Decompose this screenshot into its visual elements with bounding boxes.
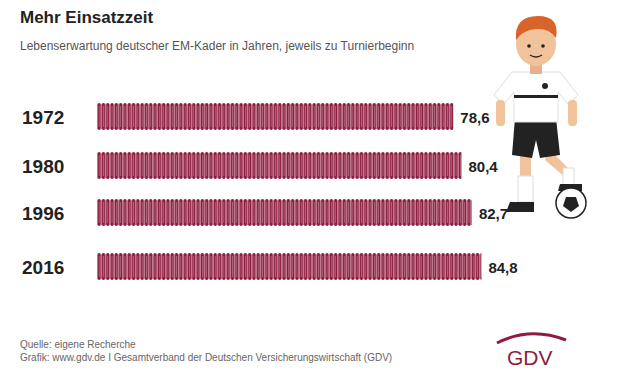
logo-arc xyxy=(497,334,566,343)
shoe xyxy=(506,202,534,212)
source: Quelle: eigene Recherche xyxy=(20,339,136,350)
data-label: 78,6 xyxy=(460,109,489,126)
logo: GDV xyxy=(507,346,553,369)
bar xyxy=(97,199,472,226)
crest xyxy=(542,83,548,89)
data-label: 84,8 xyxy=(488,259,517,276)
category-label: 1972 xyxy=(22,107,64,128)
credit: Grafik: www.gdv.de I Gesamtverband der D… xyxy=(20,352,392,363)
category-label: 2016 xyxy=(22,257,64,278)
eye xyxy=(541,44,545,48)
title: Mehr Einsatzzeit xyxy=(20,8,154,27)
ball-patch xyxy=(563,197,579,212)
bar xyxy=(97,253,481,280)
data-label: 82,7 xyxy=(479,205,508,222)
sock xyxy=(563,168,574,186)
category-label: 1996 xyxy=(22,203,64,224)
arm xyxy=(568,100,577,126)
shirt xyxy=(494,72,578,122)
subtitle: Lebenserwartung deutscher EM-Kader in Ja… xyxy=(20,39,414,53)
eye xyxy=(527,44,531,48)
data-label: 80,4 xyxy=(468,158,498,175)
shirt-stripe xyxy=(514,95,558,98)
category-label: 1980 xyxy=(22,156,64,177)
ball xyxy=(556,188,586,218)
mouth xyxy=(530,55,542,57)
sock xyxy=(518,176,533,202)
bars xyxy=(97,103,481,280)
bar xyxy=(97,152,461,179)
bar xyxy=(97,103,453,130)
footballer-illustration xyxy=(494,16,586,218)
arm xyxy=(496,100,505,126)
hair xyxy=(516,16,557,40)
shorts xyxy=(512,118,560,158)
chart: Mehr Einsatzzeit Lebenserwartung deutsche… xyxy=(0,0,621,383)
background xyxy=(0,0,621,383)
